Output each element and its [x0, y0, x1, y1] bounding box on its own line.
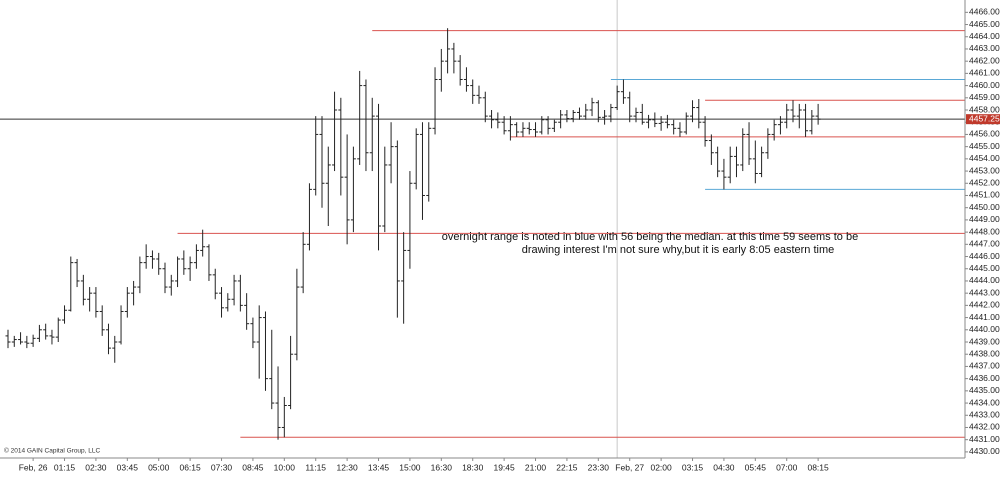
y-tick-label: 4439.00: [969, 336, 1000, 346]
y-tick-label: 4465.00: [969, 19, 1000, 29]
x-tick-label: 03:15: [682, 462, 704, 472]
y-tick-label: 4434.00: [969, 397, 1000, 407]
x-tick-label: 15:00: [399, 462, 421, 472]
x-tick-label: 06:15: [179, 462, 201, 472]
y-tick-label: 4442.00: [969, 300, 1000, 310]
x-tick-label: 03:45: [117, 462, 139, 472]
y-tick-label: 4455.00: [969, 141, 1000, 151]
y-tick-label: 4461.00: [969, 68, 1000, 78]
y-tick-label: 4458.00: [969, 104, 1000, 114]
y-tick-label: 4453.00: [969, 165, 1000, 175]
y-tick-label: 4460.00: [969, 80, 1000, 90]
y-tick-label: 4462.00: [969, 55, 1000, 65]
axes: 4430.00 4431.00 4432.00 4433.00 4434.00 4435.…: [19, 7, 1000, 472]
x-tick-label: 13:45: [368, 462, 390, 472]
y-tick-label: 4448.00: [969, 226, 1000, 236]
x-tick-label: 04:30: [713, 462, 735, 472]
x-tick-label: 16:30: [431, 462, 453, 472]
y-tick-label: 4452.00: [969, 178, 1000, 188]
y-tick-label: 4451.00: [969, 190, 1000, 200]
x-tick-label: 18:30: [462, 462, 484, 472]
y-tick-label: 4432.00: [969, 422, 1000, 432]
last-price-label: 4457.25: [969, 113, 1000, 123]
bars: [5, 28, 821, 440]
x-tick-label: 11:15: [305, 462, 326, 472]
x-tick-label: 19:45: [493, 462, 515, 472]
y-tick-label: 4443.00: [969, 287, 1000, 297]
y-tick-label: 4435.00: [969, 385, 1000, 395]
annotation: drawing interest I'm not sure why,but it…: [522, 244, 834, 256]
x-tick-label: 02:00: [650, 462, 672, 472]
y-tick-label: 4446.00: [969, 251, 1000, 261]
y-tick-label: 4454.00: [969, 153, 1000, 163]
y-tick-label: 4441.00: [969, 312, 1000, 322]
y-tick-label: 4459.00: [969, 92, 1000, 102]
x-tick-label: 07:30: [211, 462, 233, 472]
x-tick-label: 01:15: [54, 462, 76, 472]
y-tick-label: 4450.00: [969, 202, 1000, 212]
y-tick-label: 4444.00: [969, 275, 1000, 285]
x-tick-label: 08:15: [807, 462, 829, 472]
annotation: overnight range is noted in blue with 56…: [442, 231, 858, 243]
y-tick-label: 4436.00: [969, 373, 1000, 383]
x-tick-label: 08:45: [242, 462, 264, 472]
x-tick-label: 12:30: [336, 462, 358, 472]
levels: [0, 30, 965, 438]
last-price-box: [966, 114, 1000, 125]
x-tick-label: 02:30: [85, 462, 107, 472]
y-tick-label: 4438.00: [969, 348, 1000, 358]
y-tick-label: 4431.00: [969, 434, 1000, 444]
y-tick-label: 4466.00: [969, 7, 1000, 17]
copyright: © 2014 GAIN Capital Group, LLC: [4, 447, 101, 455]
x-tick-label: 07:00: [776, 462, 798, 472]
x-tick-label: 22:15: [556, 462, 578, 472]
y-tick-label: 4463.00: [969, 43, 1000, 53]
y-tick-label: 4445.00: [969, 263, 1000, 273]
x-tick-label: 10:00: [274, 462, 296, 472]
x-tick-label: 05:00: [148, 462, 170, 472]
y-tick-label: 4464.00: [969, 31, 1000, 41]
x-tick-label: Feb, 27: [615, 462, 644, 472]
y-tick-label: 4456.00: [969, 129, 1000, 139]
x-tick-label: Feb, 26: [19, 462, 48, 472]
y-tick-label: 4447.00: [969, 239, 1000, 249]
x-tick-label: 23:30: [588, 462, 610, 472]
y-tick-label: 4433.00: [969, 410, 1000, 420]
y-tick-label: 4430.00: [969, 446, 1000, 456]
y-tick-label: 4440.00: [969, 324, 1000, 334]
x-tick-label: 21:00: [525, 462, 547, 472]
y-tick-label: 4449.00: [969, 214, 1000, 224]
y-tick-label: 4437.00: [969, 361, 1000, 371]
x-tick-label: 05:45: [745, 462, 767, 472]
